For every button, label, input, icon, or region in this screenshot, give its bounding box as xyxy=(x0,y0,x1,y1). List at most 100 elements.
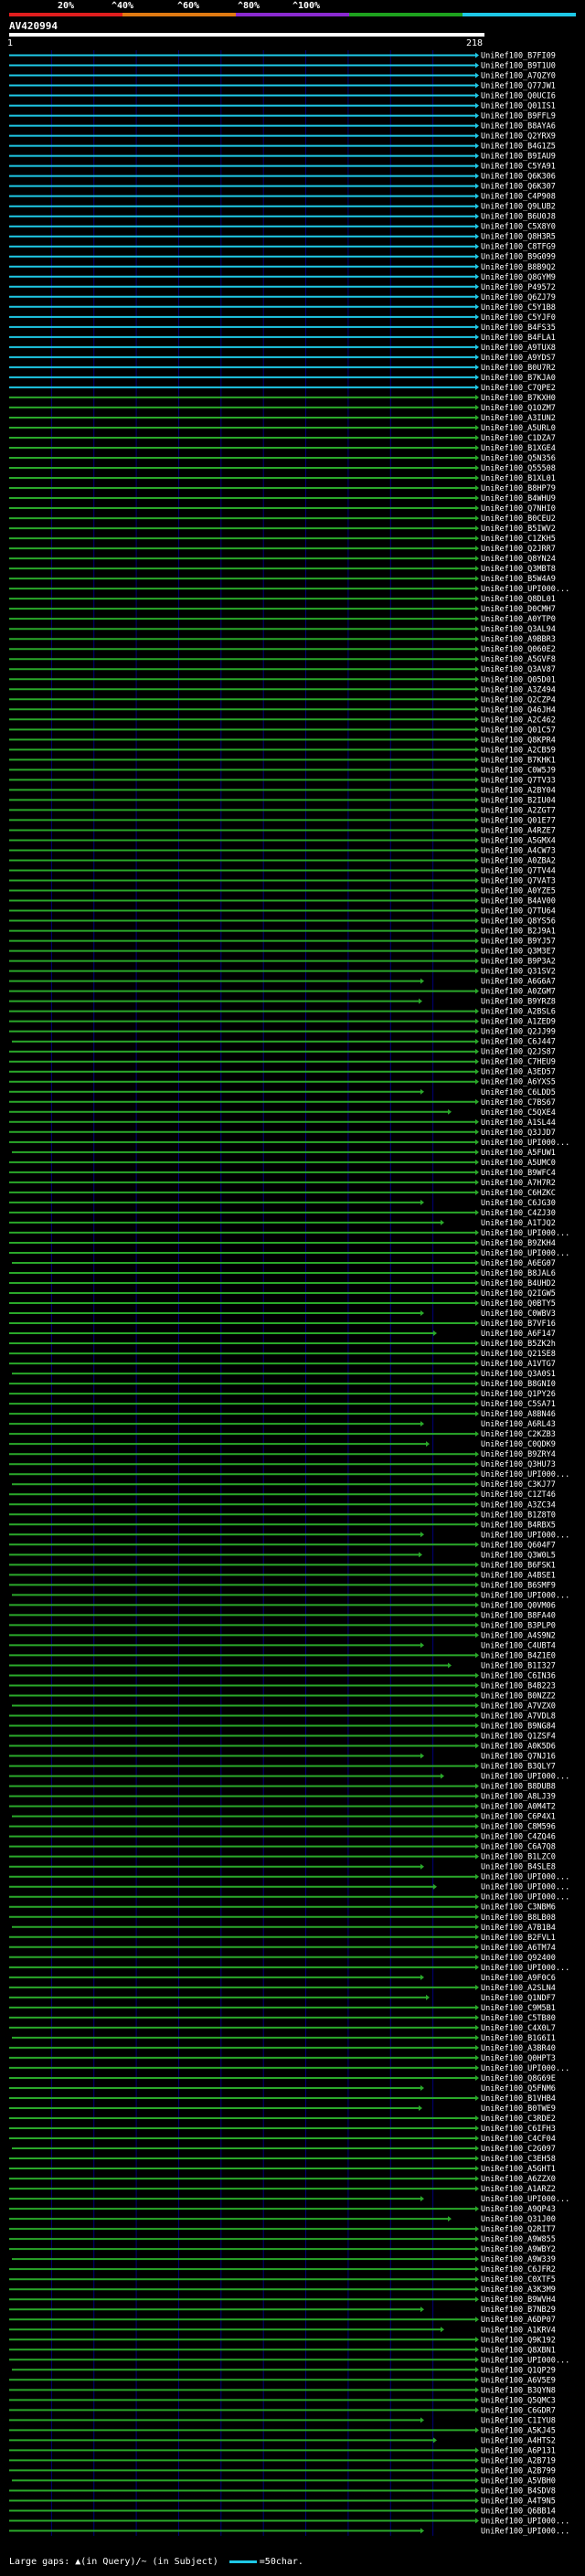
hit-label[interactable]: UniRef100_B9WFC4 xyxy=(481,1169,556,1178)
hit-label[interactable]: UniRef100_B9T1U0 xyxy=(481,62,556,71)
hit-label[interactable]: UniRef100_B9P3A2 xyxy=(481,958,556,967)
hit-label[interactable]: UniRef100_B5ZK2h xyxy=(481,1340,556,1349)
hit-label[interactable]: UniRef100_A5GHT1 xyxy=(481,2165,556,2174)
hit-label[interactable]: UniRef100_Q1NDF7 xyxy=(481,1994,556,2003)
hit-label[interactable]: UniRef100_B8LB08 xyxy=(481,1913,556,1923)
hit-label[interactable]: UniRef100_Q92400 xyxy=(481,1954,556,1963)
hit-label[interactable]: UniRef100_A0K5D6 xyxy=(481,1743,556,1752)
hit-label[interactable]: UniRef100_C8TFG9 xyxy=(481,243,556,252)
hit-label[interactable]: UniRef100_B4SLE8 xyxy=(481,1863,556,1872)
hit-label[interactable]: UniRef100_C6JFR2 xyxy=(481,2265,556,2274)
hit-label[interactable]: UniRef100_A5VBH0 xyxy=(481,2476,556,2486)
hit-label[interactable]: UniRef100_Q0VM06 xyxy=(481,1601,556,1610)
hit-label[interactable]: UniRef100_C5QXE4 xyxy=(481,1108,556,1118)
hit-label[interactable]: UniRef100_B4B223 xyxy=(481,1681,556,1691)
hit-label[interactable]: UniRef100_C4CF04 xyxy=(481,2135,556,2144)
hit-label[interactable]: UniRef100_Q3M3E7 xyxy=(481,948,556,957)
hit-label[interactable]: UniRef100_A9WBY2 xyxy=(481,2245,556,2254)
hit-label[interactable]: UniRef100_C7HEU9 xyxy=(481,1058,556,1067)
hit-label[interactable]: UniRef100_B0U7R2 xyxy=(481,364,556,373)
hit-label[interactable]: UniRef100_Q2JJ99 xyxy=(481,1028,556,1037)
hit-label[interactable]: UniRef100_A9F0C6 xyxy=(481,1974,556,1983)
hit-label[interactable]: UniRef100_Q8GYM9 xyxy=(481,273,556,282)
hit-label[interactable]: UniRef100_Q1QP29 xyxy=(481,2366,556,2375)
hit-label[interactable]: UniRef100_Q7TV33 xyxy=(481,776,556,785)
hit-label[interactable]: UniRef100_D0CMH7 xyxy=(481,605,556,614)
hit-label[interactable]: UniRef100_C6J447 xyxy=(481,1038,556,1047)
hit-label[interactable]: UniRef100_Q3HU73 xyxy=(481,1460,556,1469)
hit-label[interactable]: UniRef100_UPI000... xyxy=(481,1964,569,1973)
hit-label[interactable]: UniRef100_B9ZKH4 xyxy=(481,1239,556,1248)
hit-label[interactable]: UniRef100_C2KZB3 xyxy=(481,1430,556,1439)
hit-label[interactable]: UniRef100_Q1OZM7 xyxy=(481,404,556,413)
hit-label[interactable]: UniRef100_C3EH58 xyxy=(481,2155,556,2164)
hit-label[interactable]: UniRef100_B4UHD2 xyxy=(481,1279,556,1288)
hit-label[interactable]: UniRef100_A7H7R2 xyxy=(481,1179,556,1188)
hit-label[interactable]: UniRef100_B7FI09 xyxy=(481,52,556,61)
hit-label[interactable]: UniRef100_A9QP43 xyxy=(481,2205,556,2214)
hit-label[interactable]: UniRef100_UPI000... xyxy=(481,1873,569,1882)
hit-label[interactable]: UniRef100_Q55508 xyxy=(481,464,556,473)
hit-label[interactable]: UniRef100_C0W5J9 xyxy=(481,766,556,775)
hit-label[interactable]: UniRef100_C4ZJ30 xyxy=(481,1209,556,1218)
hit-label[interactable]: UniRef100_A4CW73 xyxy=(481,846,556,855)
hit-label[interactable]: UniRef100_Q3W0L5 xyxy=(481,1551,556,1560)
hit-label[interactable]: UniRef100_A5GMX4 xyxy=(481,836,556,845)
hit-label[interactable]: UniRef100_Q8G69E xyxy=(481,2074,556,2083)
hit-label[interactable]: UniRef100_B9NG84 xyxy=(481,1723,556,1732)
hit-label[interactable]: UniRef100_UPI000... xyxy=(481,1531,569,1540)
hit-label[interactable]: UniRef100_B4Z1E0 xyxy=(481,1651,556,1660)
hit-label[interactable]: UniRef100_C6GDR7 xyxy=(481,2406,556,2415)
hit-label[interactable]: UniRef100_C1IYU8 xyxy=(481,2416,556,2425)
hit-label[interactable]: UniRef100_B4FS35 xyxy=(481,323,556,333)
hit-label[interactable]: UniRef100_C2G097 xyxy=(481,2145,556,2154)
hit-label[interactable]: UniRef100_B2J9A1 xyxy=(481,928,556,937)
hit-label[interactable]: UniRef100_Q2IGW5 xyxy=(481,1289,556,1299)
hit-label[interactable]: UniRef100_A6YXS5 xyxy=(481,1078,556,1087)
hit-label[interactable]: UniRef100_B7KXH0 xyxy=(481,394,556,403)
hit-label[interactable]: UniRef100_A6EG07 xyxy=(481,1259,556,1268)
hit-label[interactable]: UniRef100_B6U0J8 xyxy=(481,213,556,222)
hit-label[interactable]: UniRef100_A3BR40 xyxy=(481,2044,556,2053)
hit-label[interactable]: UniRef100_A2C462 xyxy=(481,716,556,725)
hit-label[interactable]: UniRef100_B4RBX5 xyxy=(481,1521,556,1530)
hit-label[interactable]: UniRef100_Q7NJ16 xyxy=(481,1753,556,1762)
hit-label[interactable]: UniRef100_C7BS67 xyxy=(481,1098,556,1108)
hit-label[interactable]: UniRef100_A9TUX8 xyxy=(481,344,556,353)
hit-label[interactable]: UniRef100_UPI000... xyxy=(481,2517,569,2526)
hit-label[interactable]: UniRef100_Q6BB14 xyxy=(481,2507,556,2516)
hit-label[interactable]: UniRef100_Q3MBT8 xyxy=(481,565,556,574)
hit-label[interactable]: UniRef100_A2BY04 xyxy=(481,786,556,795)
hit-label[interactable]: UniRef100_Q8H3R5 xyxy=(481,233,556,242)
hit-label[interactable]: UniRef100_Q9K192 xyxy=(481,2336,556,2345)
hit-label[interactable]: UniRef100_Q2JRR7 xyxy=(481,545,556,554)
hit-label[interactable]: UniRef100_A8BN46 xyxy=(481,1410,556,1419)
hit-label[interactable]: UniRef100_C3KJ77 xyxy=(481,1480,556,1489)
hit-label[interactable]: UniRef100_A9YDS7 xyxy=(481,354,556,363)
hit-label[interactable]: UniRef100_A4RZE7 xyxy=(481,826,556,835)
hit-label[interactable]: UniRef100_Q46JH4 xyxy=(481,705,556,715)
hit-label[interactable]: UniRef100_A7B1B4 xyxy=(481,1924,556,1933)
hit-label[interactable]: UniRef100_A7QZY0 xyxy=(481,72,556,81)
hit-label[interactable]: UniRef100_A5URL0 xyxy=(481,424,556,433)
hit-label[interactable]: UniRef100_A2B799 xyxy=(481,2466,556,2475)
hit-label[interactable]: UniRef100_Q7TV44 xyxy=(481,866,556,875)
hit-label[interactable]: UniRef100_A9BBR3 xyxy=(481,635,556,644)
hit-label[interactable]: UniRef100_A1VTG7 xyxy=(481,1360,556,1369)
hit-label[interactable]: UniRef100_C6IFH3 xyxy=(481,2125,556,2134)
hit-label[interactable]: UniRef100_B7NB29 xyxy=(481,2306,556,2315)
hit-label[interactable]: UniRef100_B4SDV8 xyxy=(481,2486,556,2496)
hit-label[interactable]: UniRef100_B0NZZ2 xyxy=(481,1691,556,1701)
hit-label[interactable]: UniRef100_Q31J00 xyxy=(481,2215,556,2224)
hit-label[interactable]: UniRef100_B4G1Z5 xyxy=(481,143,556,152)
hit-label[interactable]: UniRef100_B7KHK1 xyxy=(481,756,556,765)
hit-label[interactable]: UniRef100_Q21SE8 xyxy=(481,1350,556,1359)
hit-label[interactable]: UniRef100_C5SA71 xyxy=(481,1400,556,1409)
hit-label[interactable]: UniRef100_A0ZGM7 xyxy=(481,988,556,997)
hit-label[interactable]: UniRef100_B8B9Q2 xyxy=(481,263,556,272)
hit-label[interactable]: UniRef100_UPI000... xyxy=(481,1139,569,1148)
hit-label[interactable]: UniRef100_C6P4X1 xyxy=(481,1813,556,1822)
hit-label[interactable]: UniRef100_C3RDE2 xyxy=(481,2115,556,2124)
hit-label[interactable]: UniRef100_C9M5B1 xyxy=(481,2004,556,2013)
hit-label[interactable]: UniRef100_B7KJA0 xyxy=(481,374,556,383)
